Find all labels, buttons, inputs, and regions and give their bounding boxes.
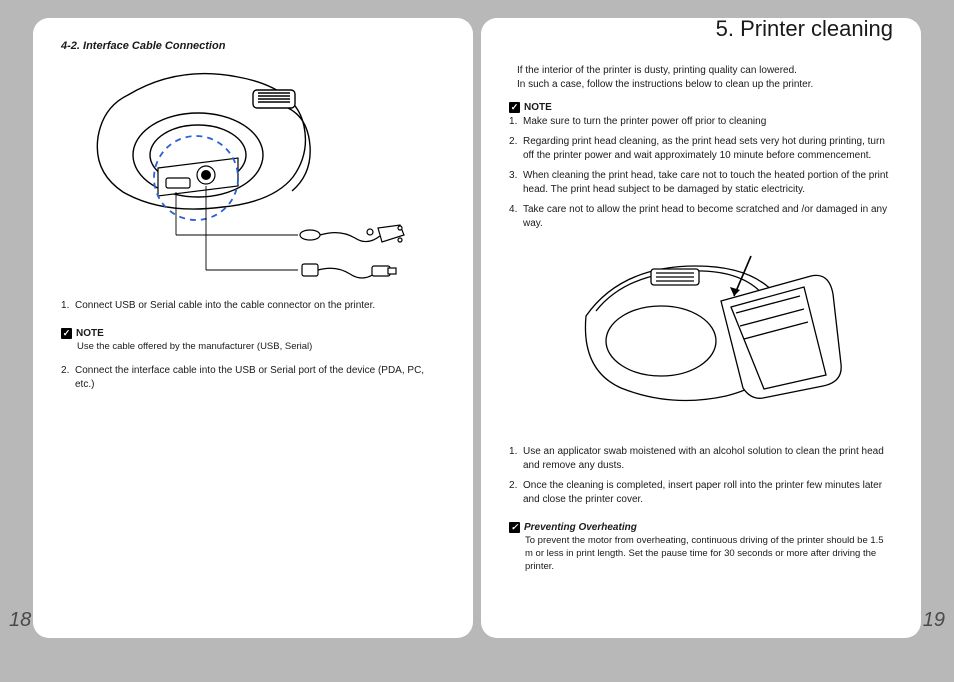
note-item: Make sure to turn the printer power off …: [509, 115, 893, 129]
step-text: Use an applicator swab moistened with an…: [509, 445, 893, 473]
check-icon: ✓: [509, 102, 520, 113]
intro-text: If the interior of the printer is dusty,…: [509, 64, 893, 91]
page-left: 4-2. Interface Cable Connection: [33, 18, 473, 638]
prevent-block: ✓ Preventing Overheating To prevent the …: [509, 517, 893, 573]
page-number: 18: [9, 609, 31, 632]
note-block: ✓ NOTE Make sure to turn the printer pow…: [509, 97, 893, 231]
page-right: 5. Printer cleaning If the interior of t…: [481, 18, 921, 638]
note-item: When cleaning the print head, take care …: [509, 169, 893, 197]
note-block: ✓ NOTE Use the cable offered by the manu…: [61, 323, 445, 354]
prevent-body: To prevent the motor from overheating, c…: [509, 535, 893, 573]
step-text: Connect the interface cable into the USB…: [61, 364, 445, 392]
steps-left-1: Connect USB or Serial cable into the cab…: [61, 299, 445, 313]
check-icon: ✓: [509, 522, 520, 533]
note-list: Make sure to turn the printer power off …: [509, 115, 893, 231]
steps-left-2: Connect the interface cable into the USB…: [61, 364, 445, 392]
check-icon: ✓: [61, 328, 72, 339]
page-number: 19: [923, 609, 945, 632]
note-header: ✓ NOTE: [61, 328, 104, 339]
note-label: NOTE: [76, 328, 104, 339]
prevent-title: Preventing Overheating: [524, 522, 637, 533]
note-label: NOTE: [524, 102, 552, 113]
chapter-title: 5. Printer cleaning: [716, 16, 893, 42]
intro-line: In such a case, follow the instructions …: [517, 79, 813, 90]
note-header: ✓ NOTE: [509, 102, 552, 113]
note-item: Take care not to allow the print head to…: [509, 203, 893, 231]
intro-line: If the interior of the printer is dusty,…: [517, 65, 797, 76]
step-text: Connect USB or Serial cable into the cab…: [61, 299, 445, 313]
note-item: Regarding print head cleaning, as the pr…: [509, 135, 893, 163]
note-body: Use the cable offered by the manufacture…: [61, 341, 445, 354]
section-title: 4-2. Interface Cable Connection: [61, 40, 445, 52]
prevent-header: ✓ Preventing Overheating: [509, 522, 637, 533]
figure-printer-open: [509, 241, 893, 431]
clean-steps: Use an applicator swab moistened with an…: [509, 445, 893, 507]
step-text: Once the cleaning is completed, insert p…: [509, 479, 893, 507]
figure-cable-connection: [61, 60, 445, 285]
